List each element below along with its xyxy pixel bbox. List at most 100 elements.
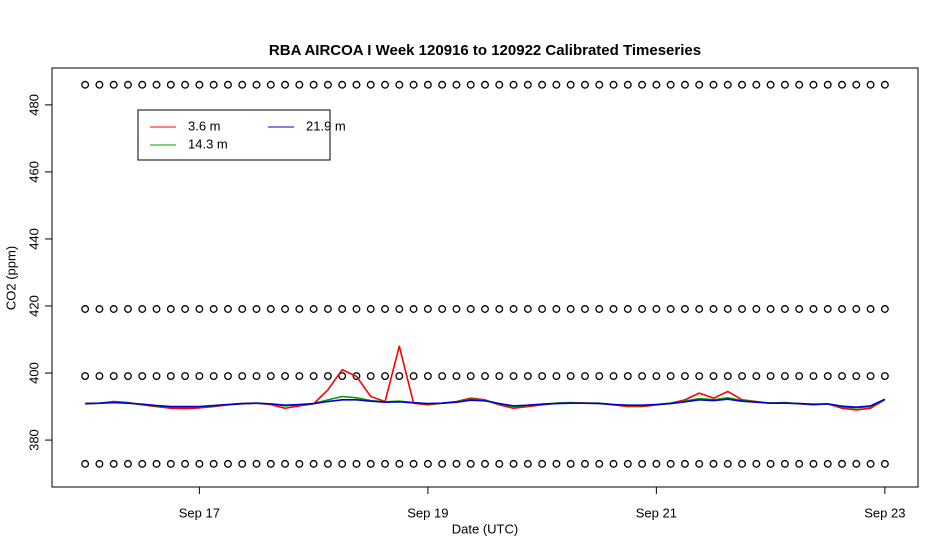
y-tick-label: 400 [26, 362, 41, 384]
calibration-point [652, 372, 661, 380]
calibration-point [495, 80, 504, 89]
calibration-point [409, 80, 418, 89]
calibration-point [623, 372, 632, 380]
calibration-point [81, 372, 90, 380]
calibration-point [638, 305, 647, 313]
calibration-point [366, 80, 375, 89]
calibration-point [609, 459, 618, 468]
calibration-point [109, 372, 118, 380]
calibration-point [195, 459, 204, 468]
calibration-point [838, 305, 846, 313]
calibration-point [95, 372, 104, 380]
x-tick-label: Sep 21 [636, 505, 677, 520]
calibration-point [166, 372, 175, 380]
calibration-point [509, 459, 518, 468]
calibration-point [495, 372, 504, 380]
calibration-point [638, 372, 647, 380]
calibration-point [638, 80, 647, 89]
calibration-point [523, 305, 532, 313]
calibration-point [309, 80, 318, 89]
calibration-point [295, 305, 304, 313]
calibration-point [166, 80, 175, 89]
calibration-point [323, 80, 332, 89]
calibration-point [481, 80, 489, 89]
calibration-point [795, 80, 804, 89]
calibration-point [395, 80, 404, 89]
calibration-point [366, 459, 375, 468]
calibration-point [709, 372, 718, 380]
calibration-point [223, 459, 232, 468]
calibration-point [138, 372, 147, 380]
y-tick-label: 380 [26, 429, 41, 451]
legend-label: 3.6 m [188, 118, 221, 133]
calibration-point [81, 459, 90, 468]
calibration-point [338, 372, 347, 380]
calibration-point [438, 80, 447, 89]
calibration-point [124, 305, 132, 313]
calibration-point [166, 305, 175, 313]
calibration-point [552, 459, 561, 468]
calibration-point [538, 372, 547, 380]
calibration-point [509, 372, 518, 380]
calibration-point [680, 372, 689, 380]
calibration-point [466, 459, 475, 468]
calibration-point [95, 80, 104, 89]
calibration-point [823, 459, 832, 468]
legend-box [137, 109, 331, 161]
calibration-point [223, 80, 232, 89]
calibration-point [266, 459, 275, 468]
calibration-point [423, 372, 432, 380]
calibration-point [595, 459, 604, 468]
calibration-point [281, 305, 290, 313]
calibration-point [266, 80, 275, 89]
calibration-point [181, 80, 190, 89]
calibration-point [181, 305, 190, 313]
calibration-point [323, 372, 332, 380]
calibration-point [481, 305, 489, 313]
calibration-point [124, 372, 132, 380]
calibration-point [709, 459, 718, 468]
calibration-point [552, 80, 561, 89]
calibration-point [852, 305, 861, 313]
calibration-point [723, 459, 732, 468]
calibration-point [95, 305, 104, 313]
calibration-point [738, 459, 747, 468]
calibration-point [438, 372, 447, 380]
calibration-point [823, 80, 832, 89]
calibration-point [409, 305, 418, 313]
series-line [85, 398, 886, 409]
calibration-point [395, 372, 404, 380]
calibration-point [752, 80, 761, 89]
calibration-point [780, 459, 789, 468]
calibration-point [538, 305, 547, 313]
legend-label: 21.9 m [306, 118, 346, 133]
calibration-point [423, 459, 432, 468]
calibration-point [609, 372, 618, 380]
calibration-point [152, 80, 161, 89]
calibration-point [766, 80, 775, 89]
calibration-point [452, 372, 461, 380]
calibration-point [438, 305, 447, 313]
calibration-point [623, 459, 632, 468]
calibration-point [381, 80, 389, 89]
calibration-point [523, 459, 532, 468]
calibration-point [595, 372, 604, 380]
calibration-point [395, 459, 404, 468]
calibration-point [452, 305, 461, 313]
calibration-point [723, 80, 732, 89]
calibration-point [381, 305, 389, 313]
calibration-point [466, 305, 475, 313]
calibration-point [238, 305, 247, 313]
calibration-point [252, 459, 261, 468]
x-tick-label: Sep 19 [407, 505, 448, 520]
calibration-point [666, 372, 675, 380]
calibration-point [866, 459, 875, 468]
calibration-point [323, 305, 332, 313]
calibration-point [152, 372, 161, 380]
calibration-point [423, 80, 432, 89]
calibration-point [581, 372, 589, 380]
calibration-point [452, 459, 461, 468]
calibration-point [695, 80, 704, 89]
calibration-point [166, 459, 175, 468]
